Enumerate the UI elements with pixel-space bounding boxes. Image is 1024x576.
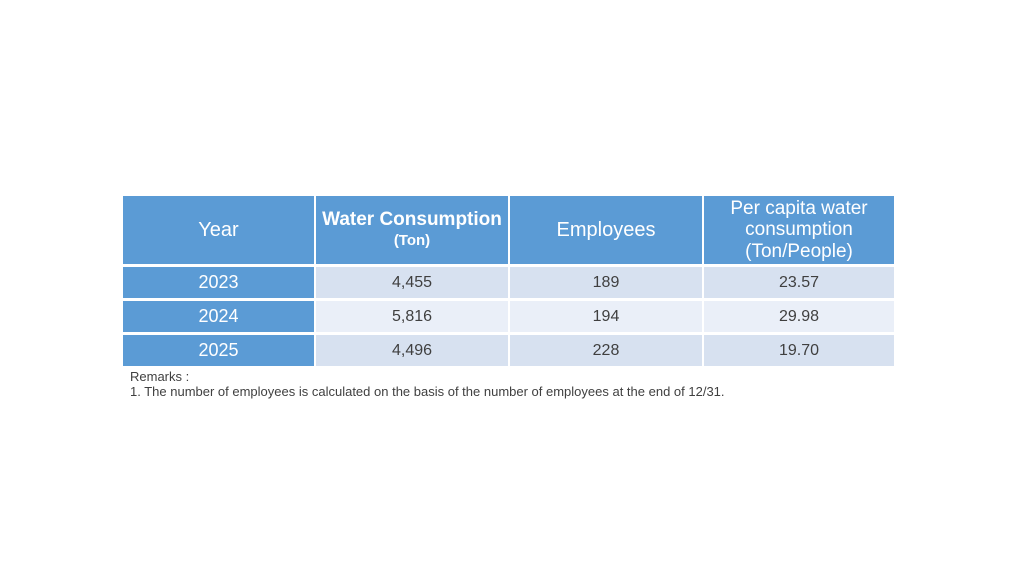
row-2023-water-consumption: 4,455 xyxy=(316,267,508,298)
remarks-item: 1. The number of employees is calculated… xyxy=(130,384,725,400)
row-2023-employees: 189 xyxy=(510,267,702,298)
remarks-title: Remarks : xyxy=(130,369,190,384)
water-consumption-table: Year Water Consumption (Ton) Employees P… xyxy=(123,196,894,366)
row-2025-employees: 228 xyxy=(510,335,702,366)
row-2024-per-capita: 29.98 xyxy=(704,301,894,332)
row-2024-water-consumption: 5,816 xyxy=(316,301,508,332)
row-2025-per-capita: 19.70 xyxy=(704,335,894,366)
header-water-consumption-label: Water Consumption xyxy=(322,209,502,231)
header-water-consumption-unit: (Ton) xyxy=(393,232,431,250)
row-2024-employees: 194 xyxy=(510,301,702,332)
header-year: Year xyxy=(123,196,314,264)
header-per-capita-line: (Ton/People) xyxy=(745,240,853,262)
row-2025-year: 2025 xyxy=(123,335,314,366)
row-2023-per-capita: 23.57 xyxy=(704,267,894,298)
header-water-consumption: Water Consumption (Ton) xyxy=(316,196,508,264)
header-per-capita-line: Per capita water xyxy=(730,198,868,220)
row-2024-year: 2024 xyxy=(123,301,314,332)
row-2023-year: 2023 xyxy=(123,267,314,298)
row-2025-water-consumption: 4,496 xyxy=(316,335,508,366)
header-per-capita-line: consumption xyxy=(745,219,853,241)
header-per-capita: Per capita water consumption (Ton/People… xyxy=(704,196,894,264)
header-employees: Employees xyxy=(510,196,702,264)
remarks: Remarks : 1. The number of employees is … xyxy=(130,369,725,399)
